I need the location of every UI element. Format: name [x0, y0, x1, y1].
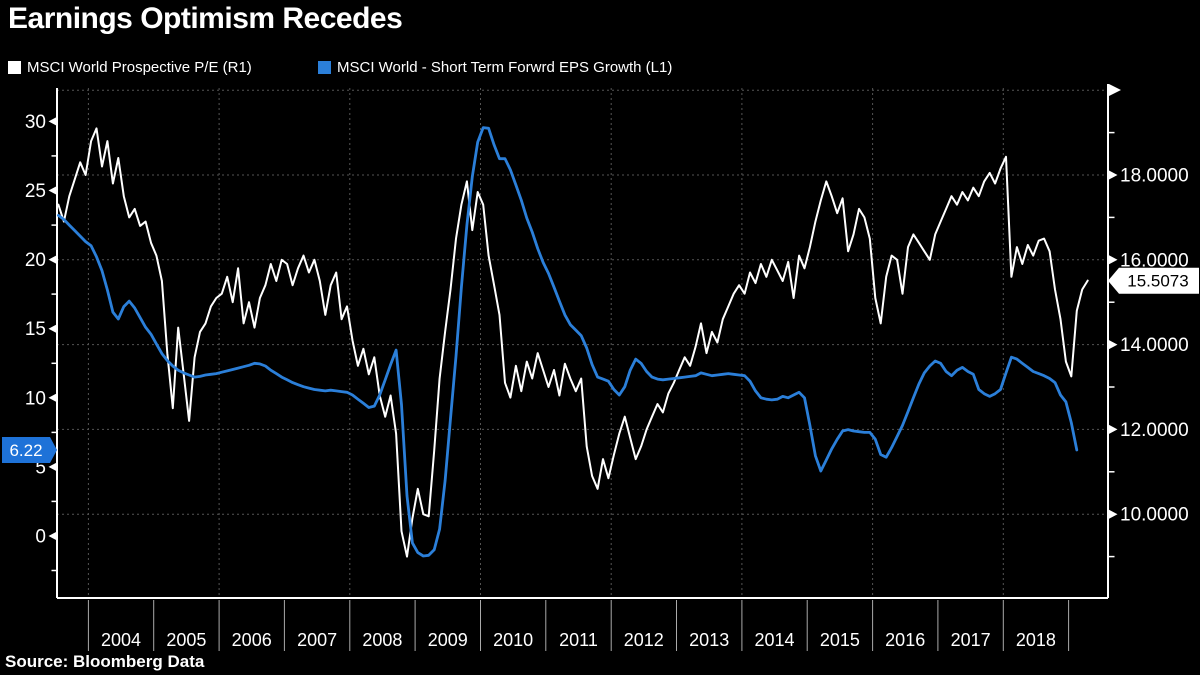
gridlines — [57, 88, 1108, 598]
year-label: 2004 — [101, 630, 141, 650]
blue-series-line — [57, 126, 1079, 558]
left-axis-tick-label: 25 — [25, 181, 46, 202]
year-label: 2016 — [885, 630, 925, 650]
year-label: 2018 — [1016, 630, 1056, 650]
right-axis-tick-label: 14.0000 — [1120, 335, 1189, 356]
right-major-tick-icon — [1109, 509, 1118, 519]
left-axis: 30 25 20 15 10 5 0 — [25, 112, 57, 572]
blue-series-swatch-icon — [318, 61, 331, 74]
white-series-line — [57, 127, 1089, 558]
left-badge-label: 6.22 — [9, 441, 42, 460]
right-major-tick-icon — [1109, 424, 1118, 434]
year-label: 2005 — [166, 630, 206, 650]
axis-lines — [56, 84, 1121, 599]
series-lines — [57, 126, 1089, 558]
left-value-badge — [2, 437, 57, 463]
left-major-tick-icon — [48, 324, 57, 334]
left-major-tick-icon — [48, 116, 57, 126]
year-label: 2014 — [754, 630, 794, 650]
x-axis-strip: 2004 2005 2006 2007 2008 2009 2010 2011 2012 2013… — [87, 600, 1070, 651]
right-axis-tick-label: 12.0000 — [1120, 420, 1189, 441]
left-axis-tick-label: 10 — [25, 388, 46, 409]
right-axis-tick-label: 18.0000 — [1120, 166, 1189, 187]
left-major-tick-icon — [48, 186, 57, 195]
left-axis-tick-label: 0 — [35, 527, 46, 548]
right-axis-tick-label: 16.0000 — [1120, 250, 1189, 271]
year-label: 2008 — [362, 630, 402, 650]
year-label: 2017 — [951, 630, 991, 650]
year-label: 2011 — [559, 630, 598, 650]
right-major-tick-icon — [1109, 85, 1118, 95]
year-label: 2013 — [689, 630, 729, 650]
white-series-swatch-icon — [8, 61, 21, 74]
legend-label-eps: MSCI World - Short Term Forwrd EPS Growt… — [337, 59, 673, 76]
source-caption: Source: Bloomberg Data — [5, 652, 205, 671]
left-major-tick-icon — [48, 255, 57, 265]
right-major-tick-icon — [1109, 340, 1118, 350]
left-axis-tick-label: 15 — [25, 319, 46, 340]
right-value-badge — [1108, 267, 1199, 294]
left-axis-tick-label: 30 — [25, 112, 46, 133]
right-axis: 18.0000 16.0000 14.0000 12.0000 10.0000 — [1109, 85, 1189, 558]
legend-item-pe: MSCI World Prospective P/E (R1) — [8, 59, 252, 76]
year-label: 2015 — [820, 630, 860, 650]
legend-label-pe: MSCI World Prospective P/E (R1) — [27, 59, 252, 76]
legend-item-eps: MSCI World - Short Term Forwrd EPS Growt… — [318, 59, 672, 76]
year-label: 2009 — [428, 630, 468, 650]
year-label: 2012 — [624, 630, 664, 650]
right-badge-label: 15.5073 — [1127, 272, 1188, 291]
left-axis-tick-label: 20 — [25, 250, 46, 271]
right-major-tick-icon — [1109, 255, 1118, 265]
right-major-tick-icon — [1109, 170, 1118, 180]
year-label: 2007 — [297, 630, 337, 650]
year-label: 2010 — [493, 630, 533, 650]
left-major-tick-icon — [48, 393, 57, 403]
left-major-tick-icon — [48, 531, 57, 541]
value-badges: 6.22 15.5073 — [2, 267, 1199, 463]
left-axis-tick-label: 5 — [35, 457, 46, 478]
chart-title: Earnings Optimism Recedes — [8, 2, 403, 35]
year-label: 2006 — [232, 630, 272, 650]
left-major-tick-icon — [48, 462, 57, 472]
right-axis-tick-label: 10.0000 — [1120, 505, 1189, 526]
